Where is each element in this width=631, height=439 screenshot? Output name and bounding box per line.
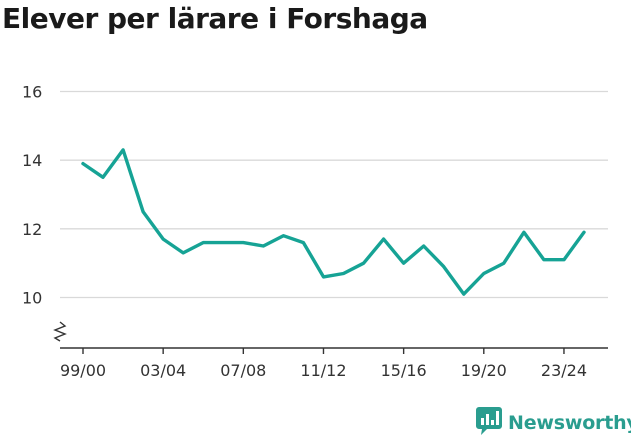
brand-name: Newsworthy	[508, 412, 631, 434]
chart-title: Elever per lärare i Forshaga	[2, 2, 428, 35]
series-line	[81, 148, 586, 296]
x-tick-label: 19/20	[461, 361, 507, 380]
x-tick-label: 99/00	[60, 361, 106, 380]
brand-logo: Newsworthy	[476, 407, 631, 439]
x-axis	[53, 321, 608, 354]
x-axis-tick-labels: 99/00 03/04 07/08 11/12 15/16 19/20 23/24	[60, 361, 587, 380]
series-layer	[81, 148, 586, 296]
axis-break-icon	[53, 321, 67, 342]
x-tick-label: 07/08	[220, 361, 266, 380]
x-tick-label: 03/04	[140, 361, 186, 380]
x-tick-label: 15/16	[381, 361, 427, 380]
gridlines	[60, 90, 608, 299]
x-tick-label: 11/12	[300, 361, 346, 380]
y-axis-tick-labels: 10 12 14 16	[22, 83, 42, 308]
y-tick-label: 10	[22, 289, 42, 308]
newsworthy-logo-icon	[476, 407, 502, 439]
y-tick-label: 12	[22, 220, 42, 239]
y-tick-label: 16	[22, 83, 42, 102]
y-tick-label: 14	[22, 151, 42, 170]
x-tick-label: 23/24	[541, 361, 587, 380]
